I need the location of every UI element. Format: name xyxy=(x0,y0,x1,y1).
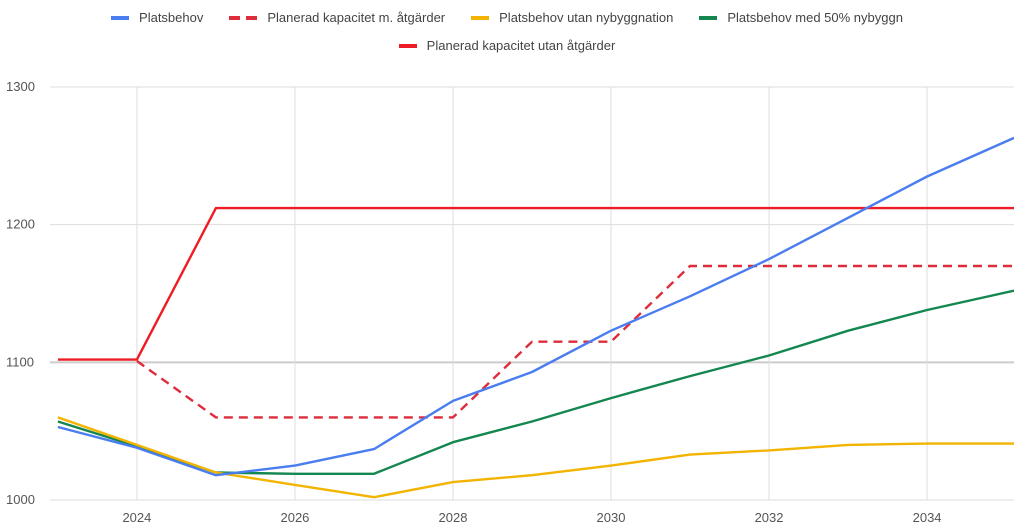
series-line-0 xyxy=(57,136,1014,477)
y-tick-label: 1000 xyxy=(6,492,35,507)
legend-label-utan-nybyggnation: Platsbehov utan nybyggnation xyxy=(499,10,674,25)
series-line-4 xyxy=(57,206,1014,361)
x-tick-label: 2024 xyxy=(122,510,151,525)
legend-swatch-kapacitet-utan-atgarder xyxy=(398,43,417,48)
legend-item-platsbehov[interactable]: Platsbehov xyxy=(111,10,203,25)
x-tick-label: 2030 xyxy=(597,510,626,525)
legend-label-med-50-nybyggn: Platsbehov med 50% nybyggn xyxy=(727,10,903,25)
y-tick-label: 1200 xyxy=(6,217,35,232)
legend-row-2: Planerad kapacitet utan åtgärder xyxy=(0,38,1014,53)
legend-item-kapacitet-med-atgarder[interactable]: Planerad kapacitet m. åtgärder xyxy=(229,10,445,25)
legend-row-1: Platsbehov Planerad kapacitet m. åtgärde… xyxy=(0,10,1014,25)
x-tick-label: 2028 xyxy=(439,510,468,525)
legend-swatch-utan-nybyggnation xyxy=(471,15,490,20)
x-tick-label: 2034 xyxy=(913,510,942,525)
series-line-3 xyxy=(57,289,1014,475)
y-tick-label: 1300 xyxy=(6,79,35,94)
legend-label-platsbehov: Platsbehov xyxy=(139,10,204,25)
legend-swatch-platsbehov xyxy=(111,15,130,20)
legend-item-med-50-nybyggn[interactable]: Platsbehov med 50% nybyggn xyxy=(699,10,903,25)
legend-item-utan-nybyggnation[interactable]: Platsbehov utan nybyggnation xyxy=(471,10,673,25)
y-tick-label: 1100 xyxy=(6,354,34,369)
legend-swatch-kapacitet-med-atgarder xyxy=(229,15,258,20)
legend-label-kapacitet-utan-atgarder: Planerad kapacitet utan åtgärder xyxy=(426,38,616,53)
x-tick-label: 2026 xyxy=(280,510,309,525)
x-tick-label: 2032 xyxy=(755,510,784,525)
series-line-1 xyxy=(136,264,1014,419)
legend-swatch-med-50-nybyggn xyxy=(699,15,718,20)
series-line-2 xyxy=(57,416,1014,499)
legend-label-kapacitet-med-atgarder: Planerad kapacitet m. åtgärder xyxy=(267,10,446,25)
legend-item-kapacitet-utan-atgarder[interactable]: Planerad kapacitet utan åtgärder xyxy=(398,38,616,53)
